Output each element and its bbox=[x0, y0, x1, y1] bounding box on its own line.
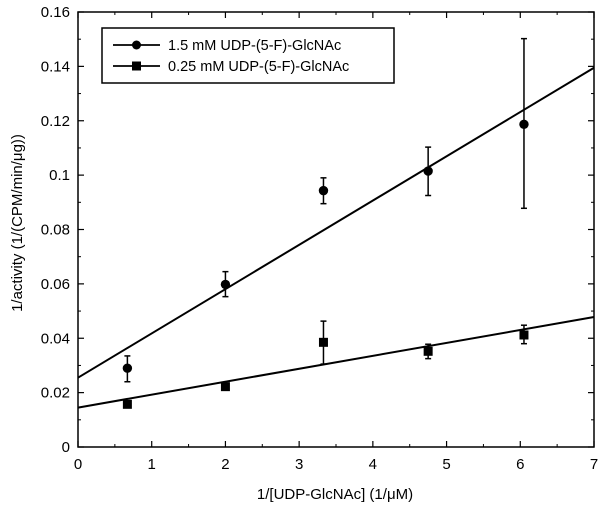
x-tick-label: 1 bbox=[148, 456, 156, 473]
legend-box bbox=[101, 27, 395, 84]
fit-line-series-2 bbox=[77, 316, 595, 409]
legend-label-series-1: 1.5 mM UDP-(5-F)-GlcNAc bbox=[168, 38, 341, 54]
y-tick-label: 0.04 bbox=[41, 330, 70, 347]
data-point-square bbox=[423, 346, 433, 356]
x-tick-label: 2 bbox=[221, 456, 229, 473]
y-tick-label: 0.16 bbox=[41, 4, 70, 21]
series-2 bbox=[77, 316, 595, 409]
data-point-square bbox=[220, 382, 230, 392]
data-point-circle bbox=[318, 185, 329, 196]
data-point-circle bbox=[519, 119, 529, 129]
data-point-square bbox=[122, 399, 132, 409]
data-point-circle bbox=[122, 363, 133, 373]
x-tick-label: 5 bbox=[442, 456, 450, 473]
x-tick-label: 6 bbox=[516, 456, 524, 473]
y-tick-label: 0.14 bbox=[41, 58, 70, 75]
data-point-circle bbox=[220, 279, 231, 290]
y-tick-label: 0.06 bbox=[41, 276, 70, 293]
y-tick-label: 0.02 bbox=[41, 385, 70, 402]
data-point-square bbox=[318, 337, 328, 347]
x-tick-label: 4 bbox=[369, 456, 377, 473]
y-tick-label: 0 bbox=[62, 439, 70, 456]
x-axis-title: 1/[UDP-GlcNAc] (1/μM) bbox=[257, 486, 413, 503]
legend-label-series-2: 0.25 mM UDP-(5-F)-GlcNAc bbox=[168, 59, 349, 75]
y-tick-label: 0.08 bbox=[41, 222, 70, 239]
legend: 1.5 mM UDP-(5-F)-GlcNAc 0.25 mM UDP-(5-F… bbox=[101, 27, 395, 84]
x-tick-label: 7 bbox=[590, 456, 598, 473]
series-1 bbox=[77, 37, 595, 383]
y-axis-title: 1/activity (1/(CPM/min/μg)) bbox=[9, 134, 26, 312]
fit-line-series-1 bbox=[77, 66, 595, 379]
y-tick-label: 0.1 bbox=[49, 167, 70, 184]
data-point-circle bbox=[423, 166, 433, 176]
data-point-square bbox=[519, 330, 529, 340]
legend-marker-series-1 bbox=[132, 40, 141, 50]
y-tick-label: 0.12 bbox=[41, 113, 70, 130]
plot-area: 0 1 2 3 4 5 6 7 0 0.02 0.04 0.06 0.08 0.1 0.12 0.14 0.16 bbox=[41, 4, 598, 473]
x-tick-label: 3 bbox=[295, 456, 303, 473]
legend-marker-series-2 bbox=[132, 61, 141, 71]
x-tick-label: 0 bbox=[74, 456, 82, 473]
